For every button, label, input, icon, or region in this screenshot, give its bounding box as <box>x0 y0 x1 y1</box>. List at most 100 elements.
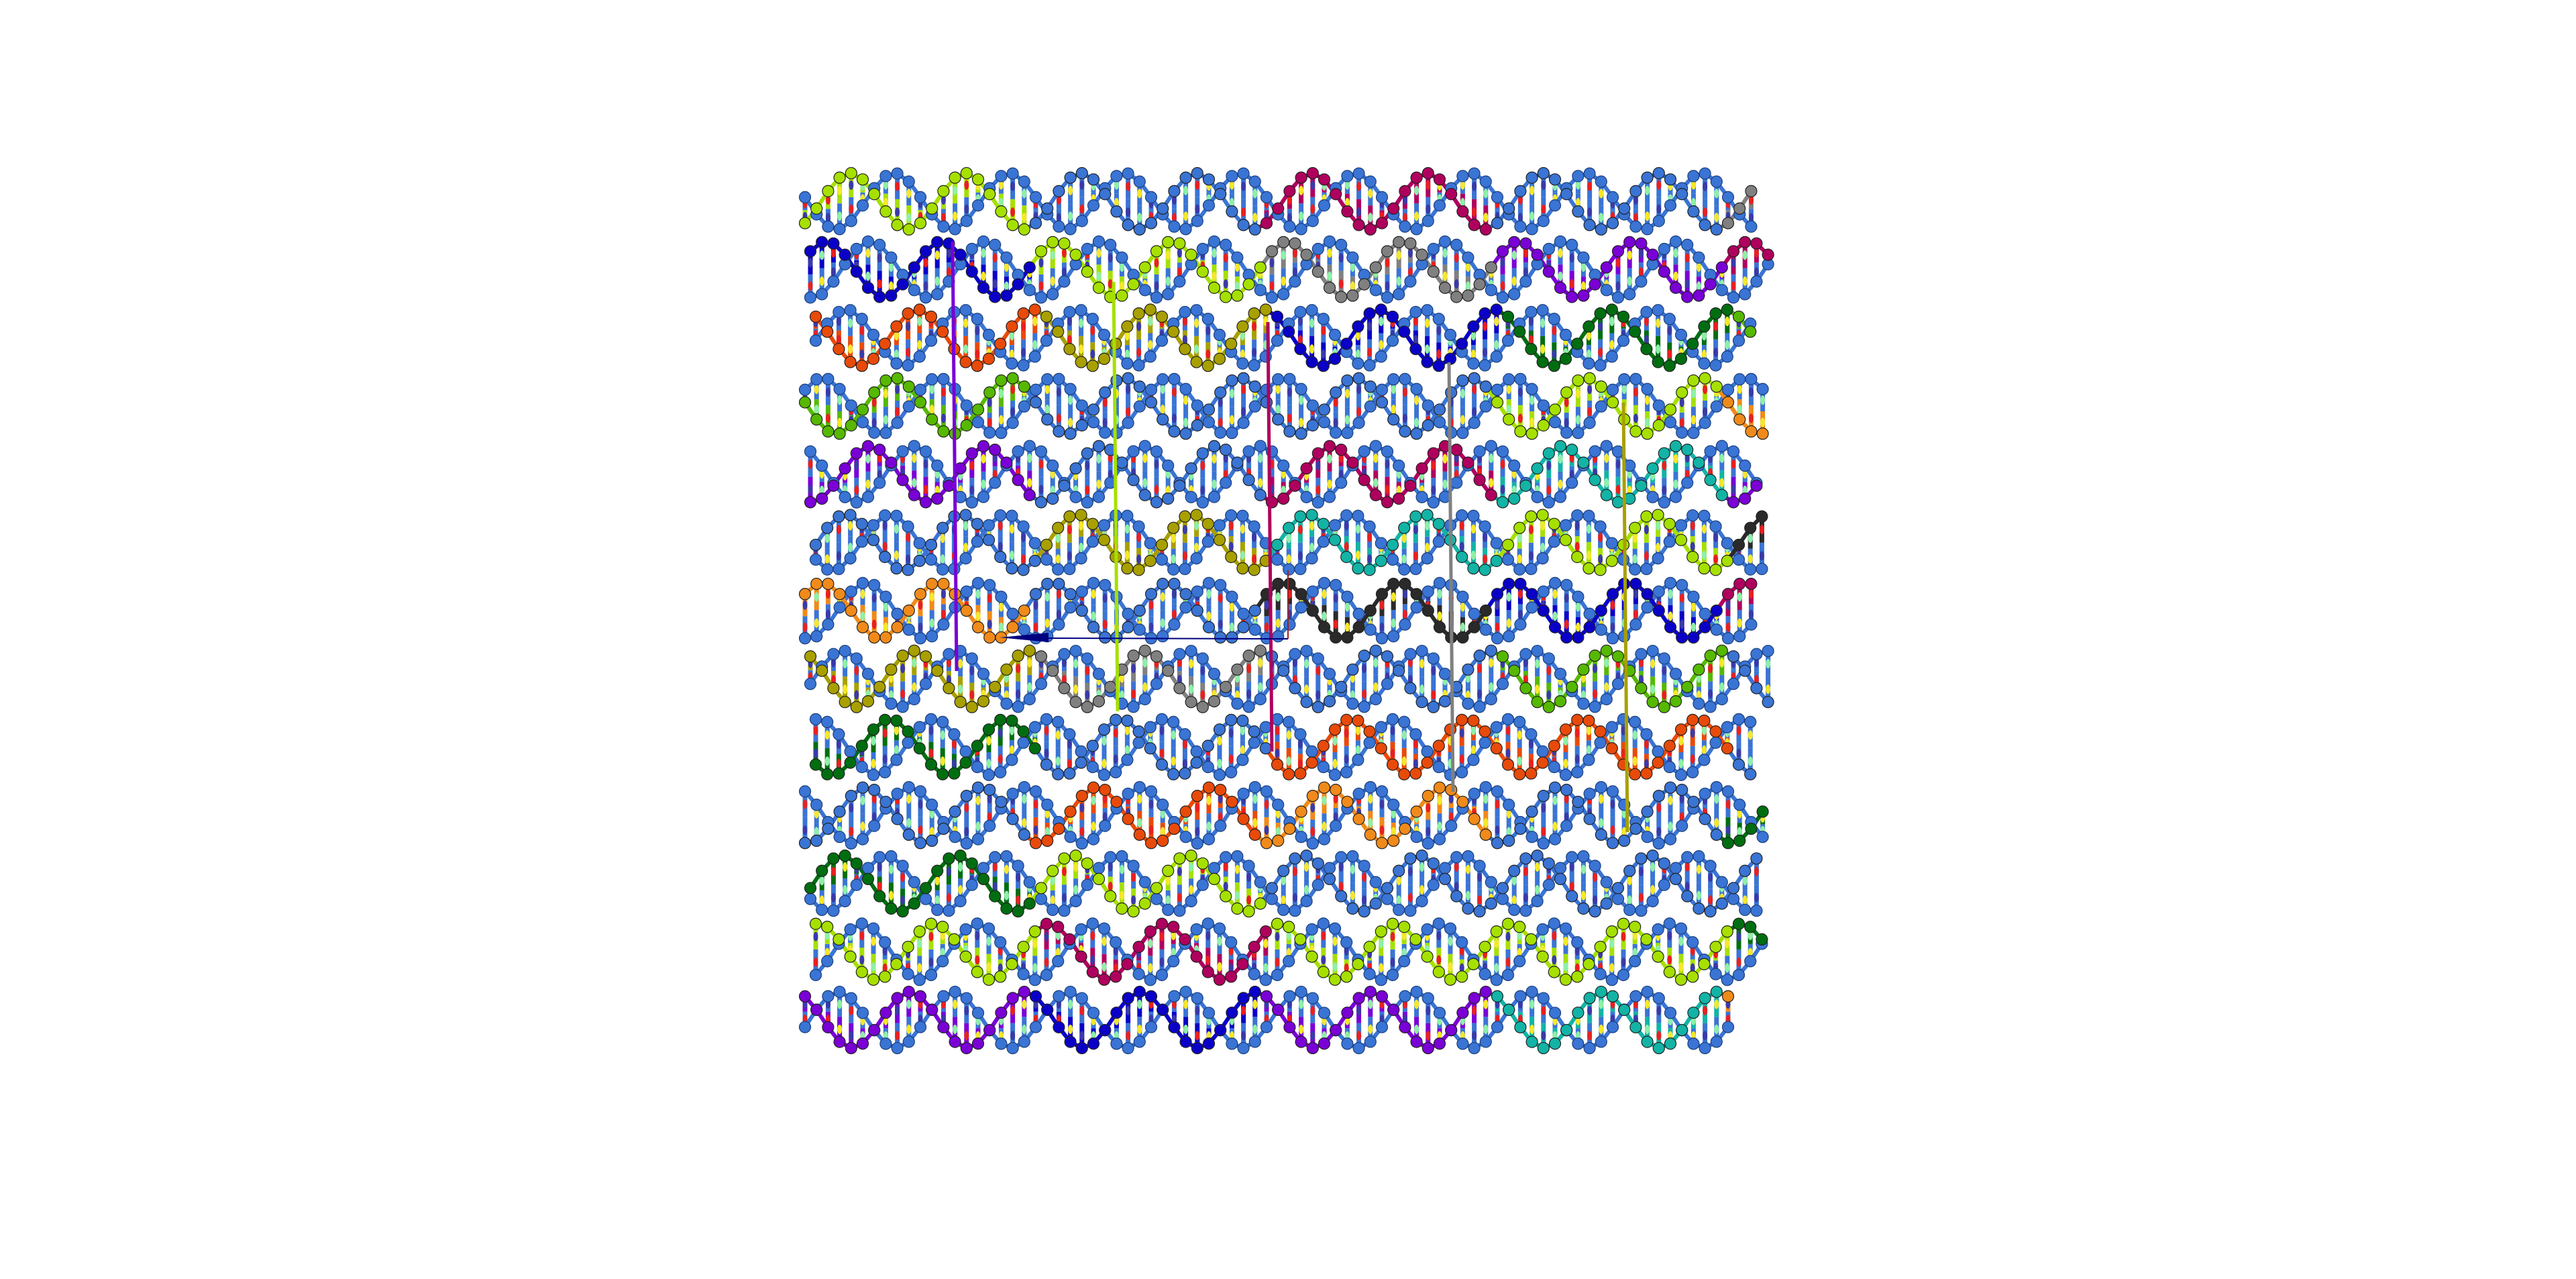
scaffold-nucleotide <box>822 618 835 631</box>
nucleobase <box>958 659 963 669</box>
nucleobase <box>1690 389 1696 399</box>
nucleobase <box>808 484 813 495</box>
nucleobase <box>1079 542 1084 552</box>
staple-nucleotide <box>1386 538 1399 552</box>
scaffold-nucleotide <box>1444 328 1457 342</box>
staple-nucleotide <box>989 291 1002 303</box>
scaffold-nucleotide <box>1664 416 1677 429</box>
nucleobase <box>1299 211 1304 221</box>
staple-nucleotide <box>1699 219 1711 232</box>
scaffold-nucleotide <box>1605 350 1618 363</box>
nucleobase <box>1506 618 1511 628</box>
staple-nucleotide <box>1306 419 1319 431</box>
staple-nucleotide <box>983 386 996 399</box>
staple-nucleotide <box>1468 372 1481 385</box>
nucleobase <box>1667 349 1672 359</box>
staple-nucleotide <box>1231 456 1244 469</box>
scaffold-nucleotide <box>1640 562 1653 576</box>
scaffold-nucleotide <box>1162 288 1175 301</box>
scaffold-nucleotide <box>1236 509 1249 522</box>
scaffold-nucleotide <box>1721 191 1735 203</box>
staple-nucleotide <box>1490 303 1503 316</box>
nucleobase <box>1627 276 1632 287</box>
nucleobase <box>1604 658 1609 668</box>
nucleobase <box>837 417 843 427</box>
scaffold-nucleotide <box>1438 235 1452 248</box>
staple-nucleotide <box>856 621 869 633</box>
scaffold-nucleotide <box>1052 563 1065 576</box>
staple-nucleotide <box>1721 554 1733 567</box>
scaffold-nucleotide <box>1559 328 1572 342</box>
scaffold-nucleotide <box>1456 591 1469 603</box>
nucleobase <box>1748 413 1754 423</box>
scaffold-nucleotide <box>1663 535 1676 548</box>
nucleobase <box>1096 454 1102 464</box>
nucleobase <box>1055 554 1061 564</box>
scaffold-nucleotide <box>1087 416 1100 429</box>
nucleobase <box>1528 335 1534 345</box>
staple-nucleotide <box>879 205 892 218</box>
nucleobase <box>888 673 894 683</box>
nucleobase <box>888 281 894 291</box>
scaffold-nucleotide <box>1399 220 1411 233</box>
staple-nucleotide <box>1028 303 1041 316</box>
scaffold-nucleotide <box>885 251 898 264</box>
staple-nucleotide <box>890 562 903 575</box>
staple-nucleotide <box>1410 427 1423 440</box>
staple-nucleotide <box>1330 386 1342 399</box>
nucleobase <box>992 253 998 263</box>
nucleobase <box>1703 207 1708 217</box>
nucleobase <box>1523 674 1528 684</box>
staple-nucleotide <box>1393 236 1405 248</box>
scaffold-nucleotide <box>1138 440 1151 452</box>
staple-nucleotide <box>1179 343 1191 356</box>
scaffold-nucleotide <box>1341 591 1354 603</box>
staple-nucleotide <box>971 173 985 186</box>
staple-nucleotide <box>1629 521 1642 534</box>
scaffold-nucleotide <box>1468 417 1481 429</box>
nucleobase <box>1126 385 1131 395</box>
scaffold-nucleotide <box>1150 445 1163 458</box>
scaffold-nucleotide <box>1710 623 1723 636</box>
nucleobase <box>854 460 859 470</box>
staple-nucleotide <box>919 496 932 509</box>
staple-nucleotide <box>1046 236 1059 248</box>
staple-nucleotide <box>1150 496 1163 509</box>
scaffold-nucleotide <box>1201 313 1214 325</box>
nucleobase <box>1218 593 1223 603</box>
nucleobase <box>1593 689 1598 699</box>
nucleobase <box>824 533 830 544</box>
nucleobase <box>941 387 946 397</box>
staple-nucleotide <box>1006 320 1018 333</box>
nucleobase <box>1425 318 1430 328</box>
nucleobase <box>1598 554 1603 564</box>
scaffold-nucleotide <box>1058 275 1071 288</box>
staple-nucleotide <box>1617 310 1630 323</box>
nucleobase <box>1124 349 1130 359</box>
nucleobase <box>1148 340 1153 350</box>
nucleobase <box>1212 479 1217 489</box>
staple-nucleotide <box>810 413 823 426</box>
staple-nucleotide <box>1034 496 1048 509</box>
nucleobase <box>1535 659 1540 669</box>
nucleobase <box>1148 622 1154 632</box>
scaffold-nucleotide <box>1028 537 1041 550</box>
nucleobase <box>1436 325 1442 336</box>
staple-nucleotide <box>1583 621 1596 633</box>
staple-nucleotide <box>1127 278 1140 291</box>
staple-nucleotide <box>971 360 983 372</box>
nucleobase <box>1425 344 1430 354</box>
nucleobase <box>1205 349 1211 359</box>
nucleobase <box>1731 281 1736 291</box>
scaffold-nucleotide <box>1155 334 1169 347</box>
staple-nucleotide <box>1450 291 1463 303</box>
nucleobase <box>1056 413 1061 423</box>
scaffold-nucleotide <box>822 372 835 385</box>
nucleobase <box>836 335 841 345</box>
scaffold-nucleotide <box>1432 313 1445 325</box>
scaffold-nucleotide <box>856 416 869 429</box>
staple-nucleotide <box>1363 307 1376 320</box>
nucleobase <box>1737 385 1742 395</box>
